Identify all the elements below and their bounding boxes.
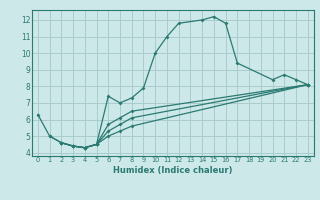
X-axis label: Humidex (Indice chaleur): Humidex (Indice chaleur) [113,166,233,175]
